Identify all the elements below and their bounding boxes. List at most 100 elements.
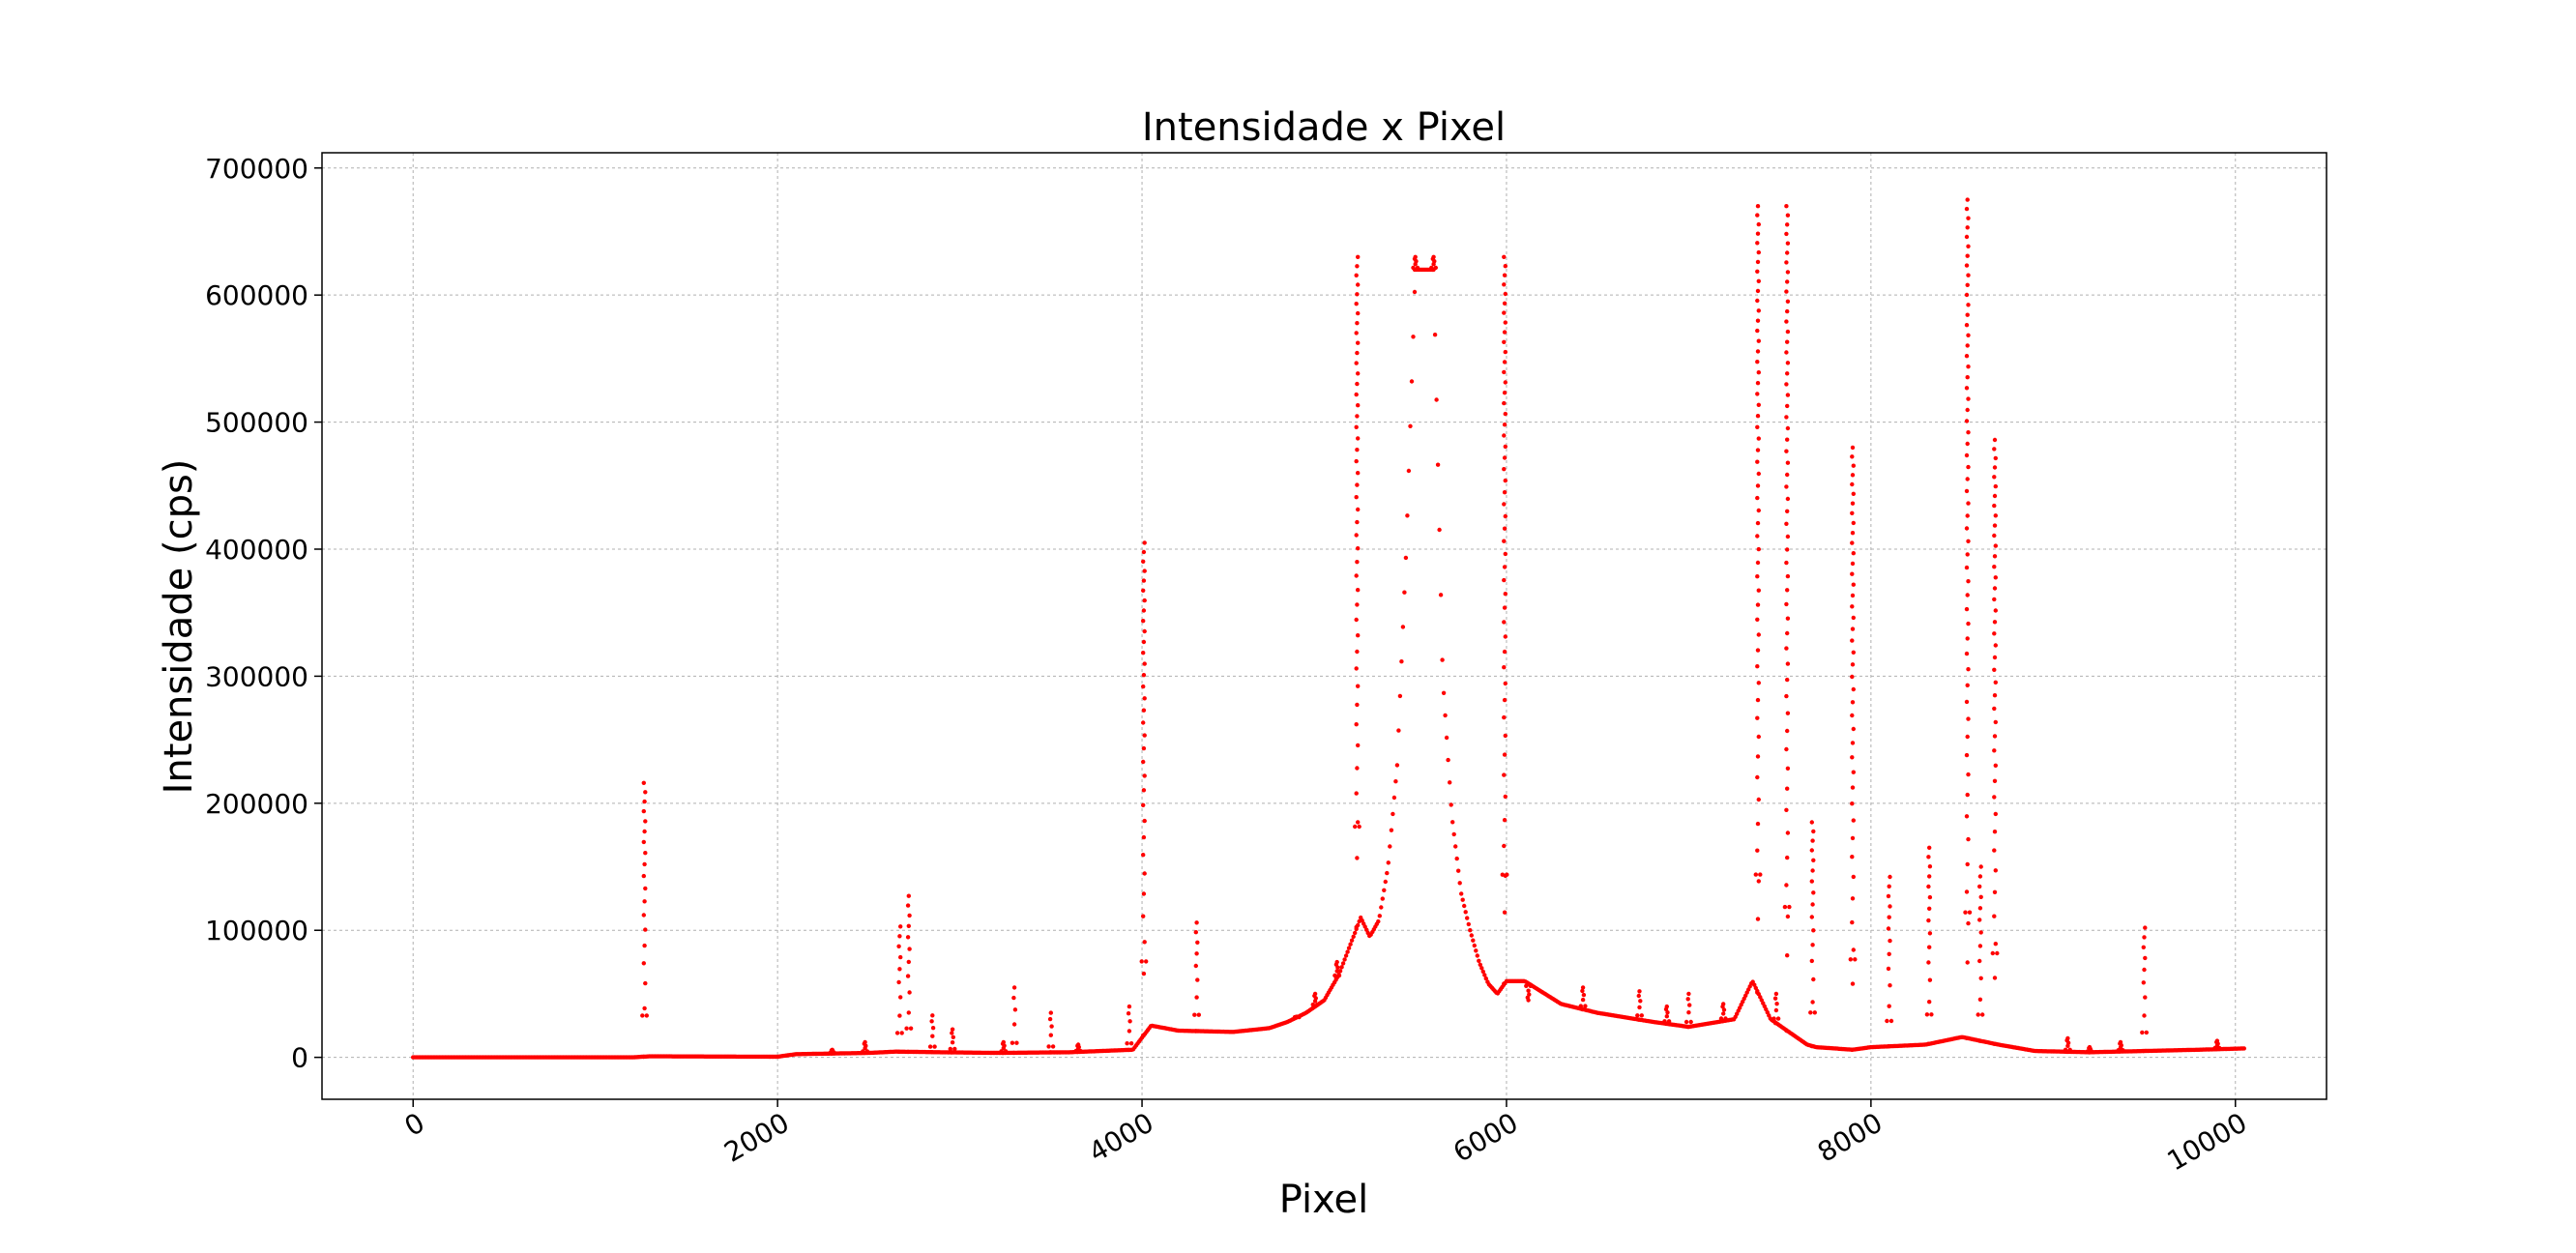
data-point [1990, 950, 1995, 956]
y-tick-label: 0 [291, 1042, 308, 1074]
data-point [1965, 734, 1970, 740]
data-point [1927, 1000, 1932, 1005]
data-point [1811, 829, 1816, 834]
data-point [1853, 957, 1858, 962]
data-point [1992, 586, 1998, 591]
data-point [1965, 636, 1970, 641]
data-point [1310, 1002, 1316, 1007]
data-point [1850, 561, 1856, 567]
data-point [1503, 551, 1508, 557]
data-point [1502, 254, 1507, 259]
data-point [1965, 282, 1970, 287]
data-point [1502, 752, 1508, 757]
data-point [1355, 856, 1360, 860]
data-point [1354, 392, 1359, 397]
data-point [1850, 501, 1856, 506]
data-point [1411, 265, 1416, 271]
data-point [1977, 1038, 1982, 1043]
data-point [1993, 811, 1998, 817]
data-point [1756, 508, 1762, 513]
data-point [1354, 533, 1359, 538]
data-point [2141, 945, 2146, 949]
data-point [1785, 241, 1791, 246]
data-point [907, 990, 912, 995]
data-point [1851, 686, 1857, 692]
data-point [1993, 483, 1998, 489]
data-point [1963, 910, 1968, 915]
data-point [2214, 1038, 2220, 1043]
data-point [1636, 993, 1642, 999]
data-point [1964, 263, 1970, 268]
data-point [1474, 948, 1478, 953]
data-point [1851, 874, 1857, 880]
data-point [1483, 976, 1489, 981]
data-point [1755, 534, 1760, 539]
data-point [2141, 1048, 2146, 1054]
data-point [1756, 436, 1762, 441]
data-point [1808, 1010, 1813, 1015]
data-point [1964, 354, 1970, 359]
data-point [1399, 659, 1404, 664]
data-point [1755, 848, 1760, 853]
data-point [1126, 1011, 1131, 1016]
data-point [1141, 914, 1146, 918]
data-point [1342, 957, 1347, 962]
data-point [1479, 966, 1484, 971]
data-point [644, 1013, 649, 1018]
data-point [1966, 303, 1971, 307]
data-point [1415, 265, 1420, 271]
data-point [1449, 802, 1453, 807]
data-point [1965, 253, 1970, 258]
data-point [1850, 510, 1855, 515]
data-point [1966, 430, 1971, 435]
data-point [830, 1047, 834, 1053]
data-point [1966, 501, 1971, 506]
data-point [1141, 745, 1147, 751]
data-point [1850, 662, 1856, 667]
data-point [1502, 400, 1507, 406]
data-point [1755, 664, 1760, 669]
data-point [1192, 1012, 1197, 1017]
data-point [643, 927, 648, 932]
data-point [1756, 370, 1762, 375]
data-point [1785, 728, 1790, 734]
data-point [1356, 507, 1361, 512]
data-point [1502, 467, 1507, 472]
data-point [2090, 1049, 2094, 1054]
data-point [1755, 648, 1761, 653]
y-tick-label: 700000 [205, 153, 308, 185]
data-point [907, 913, 912, 918]
data-point [950, 1031, 954, 1035]
plot-frame [321, 152, 2327, 1100]
data-point [1787, 904, 1792, 910]
data-point [1755, 392, 1760, 396]
x-tick-label: 6000 [1448, 1106, 1523, 1168]
data-point [1965, 593, 1970, 597]
data-point [1966, 273, 1971, 277]
data-point [906, 1010, 911, 1015]
data-point [1502, 665, 1507, 670]
data-point [951, 1034, 955, 1040]
data-point [2143, 955, 2148, 961]
data-point [864, 1049, 870, 1054]
data-point [1785, 361, 1791, 365]
data-point [1502, 310, 1507, 315]
data-point [2142, 967, 2147, 973]
data-point [1011, 985, 1017, 990]
data-point [1965, 861, 1970, 867]
data-point [1851, 520, 1857, 526]
data-point [1482, 973, 1487, 977]
data-point [1785, 588, 1790, 593]
data-point [948, 1046, 952, 1052]
data-point [1755, 288, 1761, 294]
data-point [1809, 879, 1815, 884]
data-point [1756, 632, 1762, 637]
data-point [1964, 526, 1970, 531]
data-point [1850, 593, 1856, 598]
data-point [1354, 495, 1359, 500]
data-point [1964, 1035, 1970, 1041]
data-point [1965, 197, 1970, 202]
data-point [1992, 503, 1997, 509]
data-point [1784, 260, 1789, 265]
data-point [1927, 845, 1932, 850]
